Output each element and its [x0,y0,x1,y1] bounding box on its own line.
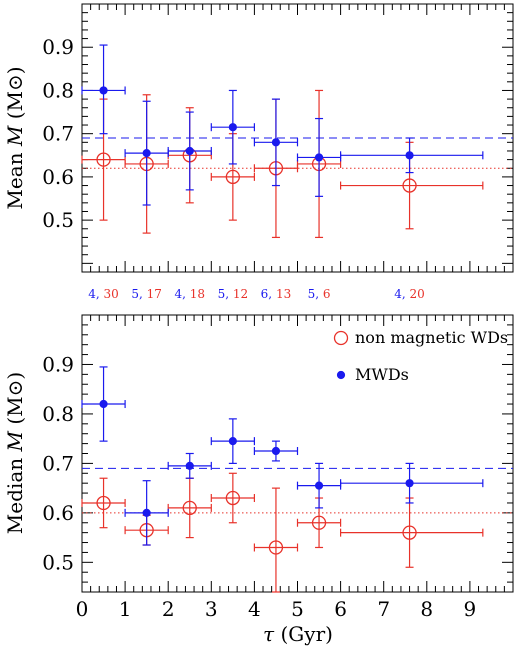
top-mwd-point [142,149,151,158]
bottom-xtick-label: 0 [76,597,89,621]
bottom-ytick-label: 0.6 [42,501,74,525]
sample-count-label: 4, 30 [88,287,119,301]
bottom-xtick-label: 2 [162,597,175,621]
sample-count-label: 4, 18 [174,287,205,301]
bottom-xtick-label: 1 [119,597,132,621]
bottom-ylabel: Median M (M⊙) [3,372,27,534]
legend-label: non magnetic WDs [355,328,508,347]
top-ytick-label: 0.6 [42,165,74,189]
bottom-mwd-point [405,479,414,488]
bottom-xtick-label: 7 [377,597,390,621]
bottom-xtick-label: 9 [464,597,477,621]
bottom-nonmag-point [268,540,284,555]
top-ylabel: Mean M (M⊙) [3,66,27,209]
legend-mwd-marker [336,370,346,380]
top-mwd-point [314,153,324,162]
bottom-nonmag-point [225,490,241,506]
bottom-ytick-label: 0.7 [42,451,74,475]
sample-count-label: 5, 12 [218,287,249,301]
top-ytick-label: 0.5 [42,208,74,232]
bottom-xlabel: τ (Gyr) [263,622,333,646]
top-mwd-point [405,151,414,160]
bottom-ytick-label: 0.8 [42,402,74,426]
sample-count-label: 5, 17 [131,287,162,301]
bottom-xtick-label: 5 [291,597,304,621]
top-mwd-point [99,86,108,95]
top-mwd-point [228,123,237,132]
top-nonmag-point [225,169,241,185]
bottom-nonmag-point [182,500,197,516]
bottom-xtick-label: 4 [248,597,261,621]
top-nonmag-point [96,152,111,167]
bottom-xtick-label: 8 [420,597,433,621]
bottom-ytick-label: 0.5 [42,550,74,574]
legend-label: MWDs [355,365,409,384]
top-mwd-point [271,138,281,147]
top-nonmag-point [402,178,417,193]
legend-nonmag-marker [333,330,349,346]
sample-count-label: 5, 6 [308,287,331,301]
top-ytick-label: 0.8 [42,78,74,102]
bottom-panel: 0.5 0.6 0.7 0.8 0.9 0 1 2 3 4 5 6 7 8 9 non magnetic WD… [3,314,514,646]
top-mwd-point [185,146,194,156]
bottom-xtick-label: 3 [205,597,218,621]
bottom-mwd-point [228,437,237,446]
bottom-nonmag-point [96,495,111,511]
bottom-nonmag-point [402,525,417,540]
top-panel: 0.5 0.6 0.7 0.8 0.9 Mean M (M⊙) [3,3,514,273]
bottom-nonmag-point [311,515,327,530]
top-ytick-label: 0.7 [42,122,74,146]
bottom-mwd-point [99,399,108,409]
bottom-mwd-point [142,508,151,517]
bottom-mwd-point [185,461,194,470]
sample-count-label: 4, 20 [394,287,425,301]
bottom-ytick-label: 0.9 [42,352,74,376]
bottom-xtick-label: 6 [334,597,347,621]
sample-counts-row: 4, 30 5, 17 4, 18 5, 12 6, 13 5, 6 4, 20 [88,287,425,301]
bottom-mwd-point [314,481,324,490]
bottom-mwd-point [271,446,281,456]
top-ytick-label: 0.9 [42,35,74,59]
sample-count-label: 6, 13 [261,287,292,301]
